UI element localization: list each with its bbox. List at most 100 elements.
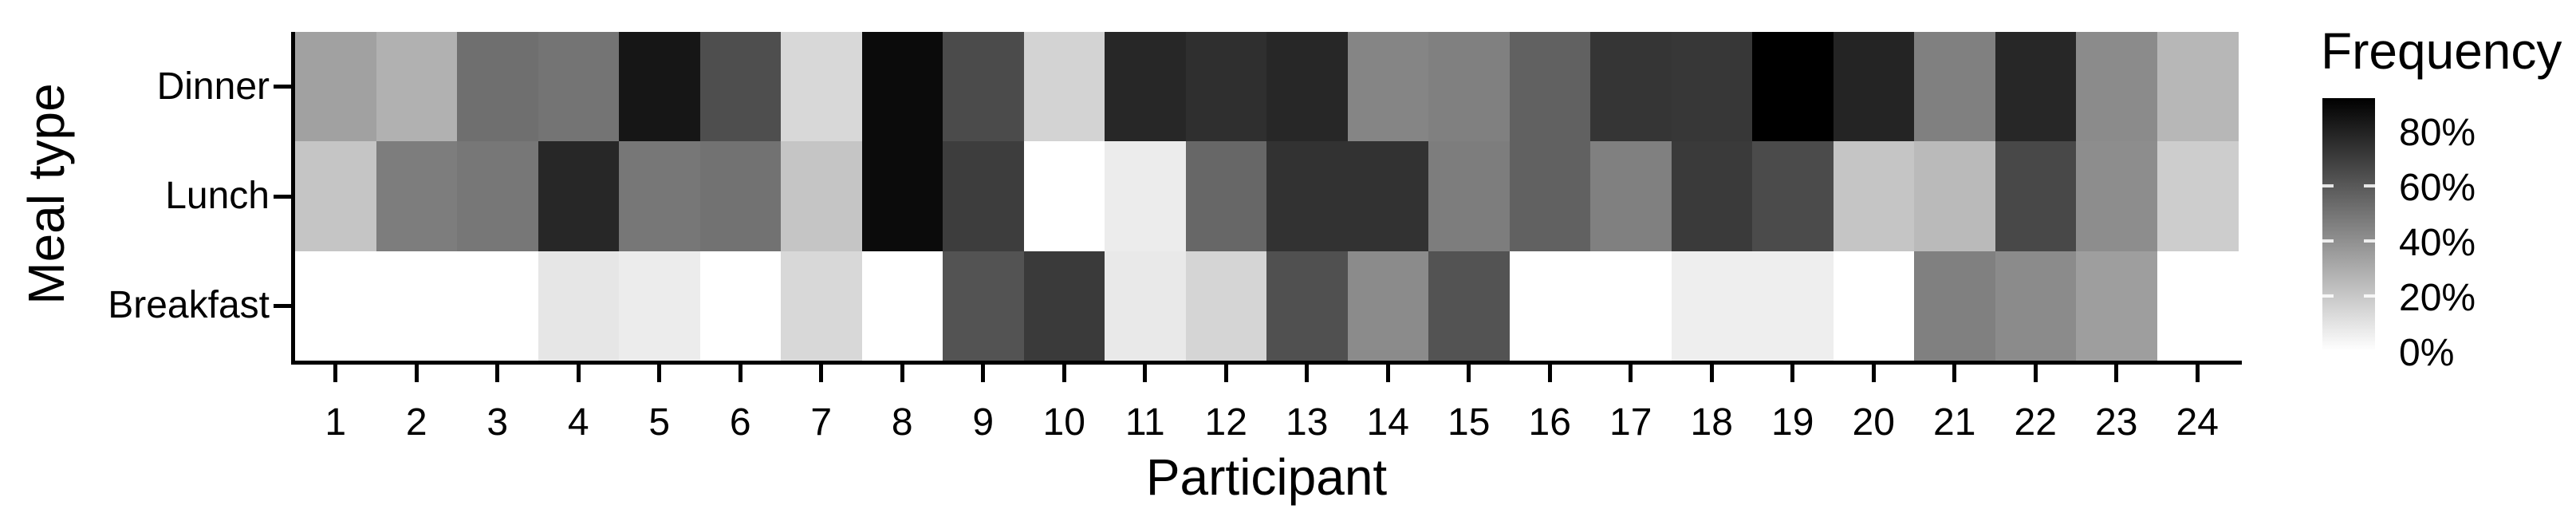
x-tick-mark (1385, 365, 1390, 382)
x-tick-mark (900, 365, 904, 382)
heatmap-cell (1509, 141, 1591, 252)
heatmap-cell (1995, 141, 2077, 252)
heatmap-cell (1671, 251, 1753, 361)
heatmap-cell (1833, 141, 1915, 252)
heatmap-cell (1509, 32, 1591, 142)
x-tick-label: 12 (1204, 401, 1247, 444)
x-tick-label: 14 (1366, 401, 1409, 444)
heatmap-cell (538, 251, 620, 361)
heatmap-cell (1105, 32, 1187, 142)
x-tick-label: 24 (2176, 401, 2219, 444)
x-tick-mark (1143, 365, 1148, 382)
heatmap-cell (1266, 141, 1349, 252)
x-tick-mark (1709, 365, 1714, 382)
heatmap-cell (1428, 141, 1511, 252)
legend-tick-label: 80% (2399, 112, 2476, 155)
heatmap-cell (2157, 32, 2239, 142)
legend-gradient-bar (2322, 98, 2375, 351)
y-tick-label: Lunch (165, 175, 270, 217)
x-tick-label: 7 (810, 401, 833, 444)
heatmap-cell (699, 251, 782, 361)
x-tick-mark (1871, 365, 1876, 382)
heatmap-cell (1428, 251, 1511, 361)
legend-tick-label: 20% (2399, 277, 2476, 320)
heatmap-cell (1995, 32, 2077, 142)
heatmap-cell (1509, 251, 1591, 361)
x-tick-mark (657, 365, 662, 382)
x-tick-label: 5 (648, 401, 671, 444)
heatmap-cell (1914, 251, 1996, 361)
x-tick-label: 8 (891, 401, 913, 444)
legend-title: Frequency (2321, 22, 2562, 80)
x-tick-mark (1547, 365, 1552, 382)
heatmap-cell (1266, 251, 1349, 361)
heatmap-cell (1590, 141, 1672, 252)
heatmap-cell (1590, 32, 1672, 142)
x-tick-label: 16 (1528, 401, 1571, 444)
heatmap-cell (1752, 32, 1834, 142)
x-tick-label: 15 (1448, 401, 1491, 444)
x-tick-mark (2114, 365, 2119, 382)
x-tick-label: 17 (1609, 401, 1652, 444)
x-tick-label: 11 (1125, 401, 1165, 444)
x-tick-mark (1467, 365, 1471, 382)
heatmap-cell (295, 32, 377, 142)
heatmap-cell (943, 32, 1025, 142)
x-axis-title: Participant (1145, 448, 1388, 506)
heatmap-cell (619, 32, 701, 142)
legend-tick-label: 40% (2399, 222, 2476, 265)
heatmap-cell (457, 251, 539, 361)
heatmap-cell (376, 141, 458, 252)
x-tick-label: 13 (1286, 401, 1329, 444)
y-tick-mark (274, 194, 291, 199)
heatmap-cell (943, 141, 1025, 252)
legend-bar-tick (2364, 184, 2375, 188)
heatmap-cell (781, 32, 863, 142)
y-tick-mark (274, 303, 291, 308)
x-tick-label: 21 (1933, 401, 1976, 444)
heatmap-cell (1995, 251, 2077, 361)
y-tick-mark (274, 85, 291, 89)
x-tick-label: 20 (1852, 401, 1895, 444)
legend-bar-tick (2322, 239, 2334, 243)
heatmap-cell (376, 251, 458, 361)
heatmap-cell (457, 32, 539, 142)
heatmap-cell (1347, 141, 1429, 252)
heatmap-cell (1833, 32, 1915, 142)
x-tick-mark (738, 365, 742, 382)
x-tick-mark (1223, 365, 1228, 382)
heatmap-cell (1266, 32, 1349, 142)
legend-bar-tick (2322, 294, 2334, 298)
heatmap-cell (2076, 32, 2158, 142)
heatmap-cell (1752, 251, 1834, 361)
heatmap-cell (1105, 251, 1187, 361)
x-tick-mark (1062, 365, 1066, 382)
y-tick-label: Dinner (156, 65, 270, 108)
x-tick-mark (819, 365, 824, 382)
x-tick-label: 2 (405, 401, 427, 444)
heatmap-cell (2076, 251, 2158, 361)
heatmap-cell (699, 141, 782, 252)
heatmap-cell (2157, 251, 2239, 361)
x-tick-mark (414, 365, 419, 382)
x-tick-label: 23 (2095, 401, 2138, 444)
x-tick-mark (333, 365, 338, 382)
heatmap-cell (861, 141, 943, 252)
heatmap-cell (1914, 32, 1996, 142)
x-tick-mark (576, 365, 581, 382)
y-tick-label: Breakfast (108, 284, 270, 327)
x-axis-line (291, 361, 2242, 365)
heatmap-cell (861, 32, 943, 142)
x-tick-label: 4 (567, 401, 589, 444)
heatmap-cell (1590, 251, 1672, 361)
heatmap-cell (861, 251, 943, 361)
heatmap-cell (943, 251, 1025, 361)
x-tick-mark (1305, 365, 1310, 382)
legend-bar-tick (2322, 184, 2334, 188)
y-axis-line (291, 32, 295, 365)
heatmap-cell (1023, 32, 1105, 142)
heatmap-cell (1671, 32, 1753, 142)
heatmap-cell (1428, 32, 1511, 142)
x-tick-label: 18 (1690, 401, 1733, 444)
x-tick-label: 9 (972, 401, 995, 444)
